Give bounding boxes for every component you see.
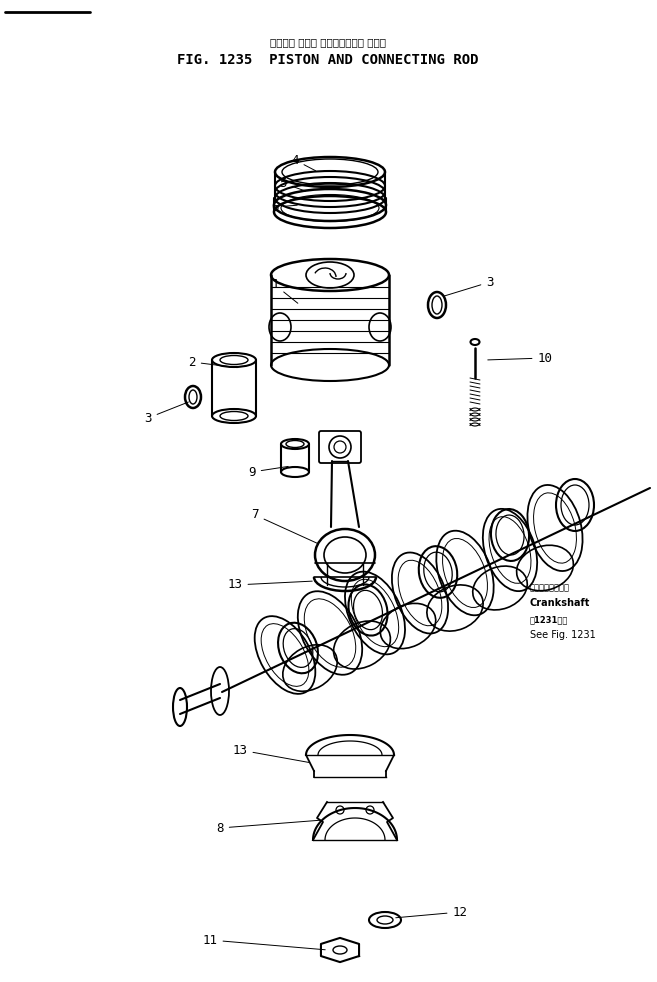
Text: 3: 3 xyxy=(145,402,189,424)
Text: クランクシャフト: クランクシャフト xyxy=(530,583,570,592)
Text: 6: 6 xyxy=(271,200,297,213)
Text: 3: 3 xyxy=(443,276,494,297)
Text: 10: 10 xyxy=(487,352,553,364)
Text: 5: 5 xyxy=(279,177,306,191)
Text: 8: 8 xyxy=(216,820,320,835)
Text: Crankshaft: Crankshaft xyxy=(530,598,591,608)
Text: See Fig. 1231: See Fig. 1231 xyxy=(530,630,596,640)
Text: FIG. 1235  PISTON AND CONNECTING ROD: FIG. 1235 PISTON AND CONNECTING ROD xyxy=(177,53,479,67)
Text: 9: 9 xyxy=(248,465,288,478)
Text: 13: 13 xyxy=(227,578,312,591)
Text: 1: 1 xyxy=(271,279,298,303)
Text: 2: 2 xyxy=(189,355,237,368)
Text: 4: 4 xyxy=(291,153,315,171)
Text: ピストン および コネクティング ロッド: ピストン および コネクティング ロッド xyxy=(270,37,386,47)
Text: 7: 7 xyxy=(251,509,319,544)
Text: 11: 11 xyxy=(202,934,325,950)
Text: 13: 13 xyxy=(233,743,309,762)
Text: 図1231参照: 図1231参照 xyxy=(530,616,568,625)
Text: 12: 12 xyxy=(396,905,468,918)
